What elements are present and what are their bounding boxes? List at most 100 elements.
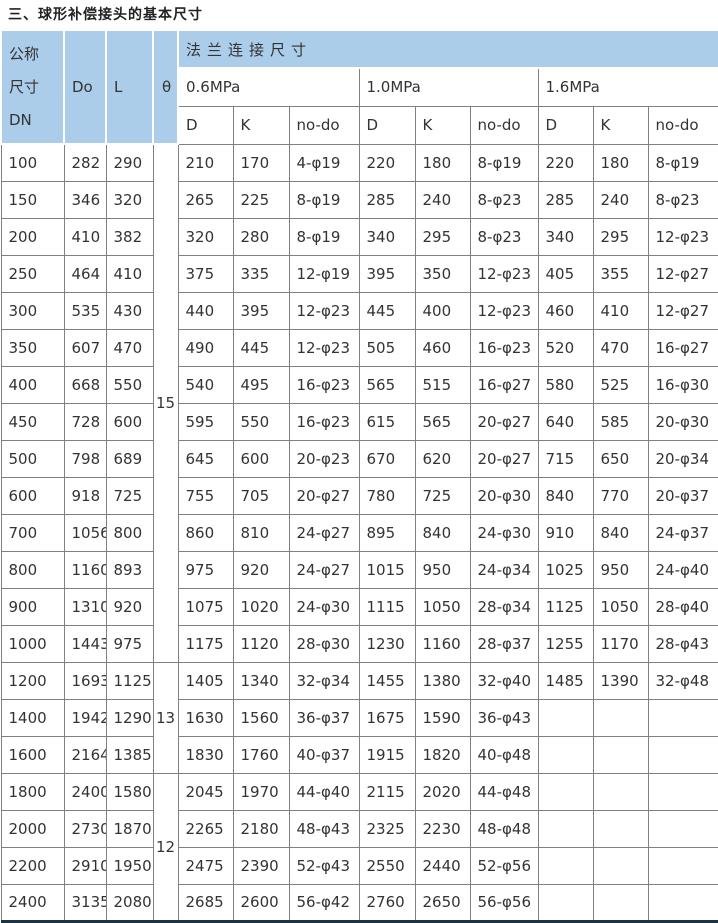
cell-k-16: 470 xyxy=(592,328,649,367)
cell-dn: 1000 xyxy=(0,624,65,663)
cell-nodo-16 xyxy=(647,735,718,774)
cell-k-06: 445 xyxy=(232,328,290,367)
header-pressure-10mpa: 1.0MPa xyxy=(358,67,539,107)
header-nodo-16: no-do xyxy=(647,105,718,145)
cell-do: 1443 xyxy=(63,624,107,663)
cell-k-16: 1050 xyxy=(592,587,649,626)
cell-nodo-10: 8-φ19 xyxy=(469,143,539,182)
cell-do: 346 xyxy=(63,180,107,219)
cell-theta: 12 xyxy=(152,772,179,922)
cell-l: 550 xyxy=(105,365,154,404)
table-row: 900 1310 920 1075 1020 24-φ30 1115 1050 28-φ34 11… xyxy=(0,587,718,626)
cell-k-10: 515 xyxy=(414,365,471,404)
cell-d-10: 505 xyxy=(358,328,416,367)
table-row: 1200 1693 1125 13 1405 1340 32-φ34 1455 1380 32-φ… xyxy=(0,661,718,774)
cell-d-16: 840 xyxy=(537,476,594,515)
cell-k-16: 840 xyxy=(592,513,649,552)
cell-k-16: 585 xyxy=(592,402,649,441)
cell-nodo-16: 16-φ30 xyxy=(647,365,718,404)
cell-d-16: 640 xyxy=(537,402,594,441)
cell-d-06: 1405 xyxy=(177,661,234,700)
cell-nodo-10: 12-φ23 xyxy=(469,254,539,293)
cell-l: 800 xyxy=(105,513,154,552)
cell-theta: 15 xyxy=(152,143,179,663)
cell-k-10: 1380 xyxy=(414,661,471,700)
cell-k-06: 2600 xyxy=(232,883,290,922)
header-d-16: D xyxy=(537,105,594,145)
cell-d-06: 595 xyxy=(177,402,234,441)
cell-nodo-06: 48-φ43 xyxy=(288,809,360,848)
cell-nodo-10: 16-φ27 xyxy=(469,365,539,404)
cell-d-16: 520 xyxy=(537,328,594,367)
cell-nodo-16: 12-φ23 xyxy=(647,217,718,256)
cell-k-16: 525 xyxy=(592,365,649,404)
cell-do: 2730 xyxy=(63,809,107,848)
cell-k-10: 2440 xyxy=(414,846,471,885)
cell-d-16: 340 xyxy=(537,217,594,256)
cell-k-10: 1590 xyxy=(414,698,471,737)
cell-do: 668 xyxy=(63,365,107,404)
cell-l: 1870 xyxy=(105,809,154,848)
cell-d-10: 340 xyxy=(358,217,416,256)
cell-nodo-06: 24-φ30 xyxy=(288,587,360,626)
cell-nodo-06: 52-φ43 xyxy=(288,846,360,885)
cell-k-10: 240 xyxy=(414,180,471,219)
cell-k-06: 335 xyxy=(232,254,290,293)
cell-dn: 800 xyxy=(0,550,65,589)
cell-d-10: 1115 xyxy=(358,587,416,626)
header-k-16: K xyxy=(592,105,649,145)
cell-d-10: 395 xyxy=(358,254,416,293)
cell-d-16 xyxy=(537,772,594,811)
cell-l: 1290 xyxy=(105,698,154,737)
cell-l: 2080 xyxy=(105,883,154,922)
cell-k-16: 650 xyxy=(592,439,649,478)
cell-do: 1160 xyxy=(63,550,107,589)
cell-k-16: 180 xyxy=(592,143,649,182)
cell-nodo-10: 16-φ23 xyxy=(469,328,539,367)
cell-d-16 xyxy=(537,735,594,774)
cell-k-06: 225 xyxy=(232,180,290,219)
cell-d-06: 2685 xyxy=(177,883,234,922)
header-d-06: D xyxy=(177,105,234,145)
cell-k-06: 2390 xyxy=(232,846,290,885)
cell-dn: 100 xyxy=(0,143,65,182)
cell-d-10: 670 xyxy=(358,439,416,478)
cell-nodo-10: 8-φ23 xyxy=(469,180,539,219)
cell-k-06: 1120 xyxy=(232,624,290,663)
cell-k-06: 2180 xyxy=(232,809,290,848)
cell-dn: 400 xyxy=(0,365,65,404)
cell-nodo-10: 48-φ48 xyxy=(469,809,539,848)
cell-d-16: 285 xyxy=(537,180,594,219)
table-row: 150 346 320 265 225 8-φ19 285 240 8-φ23 285 240 8-φ… xyxy=(0,180,718,219)
header-dn-line3: DN xyxy=(9,110,32,129)
cell-l: 430 xyxy=(105,291,154,330)
cell-k-16 xyxy=(592,883,649,922)
cell-nodo-16: 12-φ27 xyxy=(647,291,718,330)
cell-dn: 450 xyxy=(0,402,65,441)
cell-k-10: 295 xyxy=(414,217,471,256)
table-row: 100 282 290 15 210 170 4-φ19 220 180 8-φ19 220 180 8… xyxy=(0,143,718,663)
cell-dn: 700 xyxy=(0,513,65,552)
cell-d-06: 1175 xyxy=(177,624,234,663)
cell-do: 3135 xyxy=(63,883,107,922)
cell-nodo-10: 28-φ34 xyxy=(469,587,539,626)
cell-nodo-16: 16-φ27 xyxy=(647,328,718,367)
cell-k-10: 2650 xyxy=(414,883,471,922)
cell-d-16: 1125 xyxy=(537,587,594,626)
header-d-10: D xyxy=(358,105,416,145)
cell-nodo-06: 32-φ34 xyxy=(288,661,360,700)
cell-k-10: 725 xyxy=(414,476,471,515)
table-row: 450 728 600 595 550 16-φ23 615 565 20-φ27 640 585 2… xyxy=(0,402,718,441)
cell-do: 1310 xyxy=(63,587,107,626)
cell-dn: 150 xyxy=(0,180,65,219)
table-header: 公称 尺寸 DN Do L θ 法兰连接尺寸 0.6MPa 1.0MPa 1.6… xyxy=(0,29,718,145)
cell-k-16: 950 xyxy=(592,550,649,589)
cell-nodo-16: 8-φ19 xyxy=(647,143,718,182)
cell-nodo-16 xyxy=(647,846,718,885)
cell-k-06: 600 xyxy=(232,439,290,478)
cell-k-10: 1160 xyxy=(414,624,471,663)
table-row: 350 607 470 490 445 12-φ23 505 460 16-φ23 520 470 1… xyxy=(0,328,718,367)
table-row: 400 668 550 540 495 16-φ23 565 515 16-φ27 580 525 1… xyxy=(0,365,718,404)
cell-nodo-16 xyxy=(647,772,718,811)
cell-do: 607 xyxy=(63,328,107,367)
